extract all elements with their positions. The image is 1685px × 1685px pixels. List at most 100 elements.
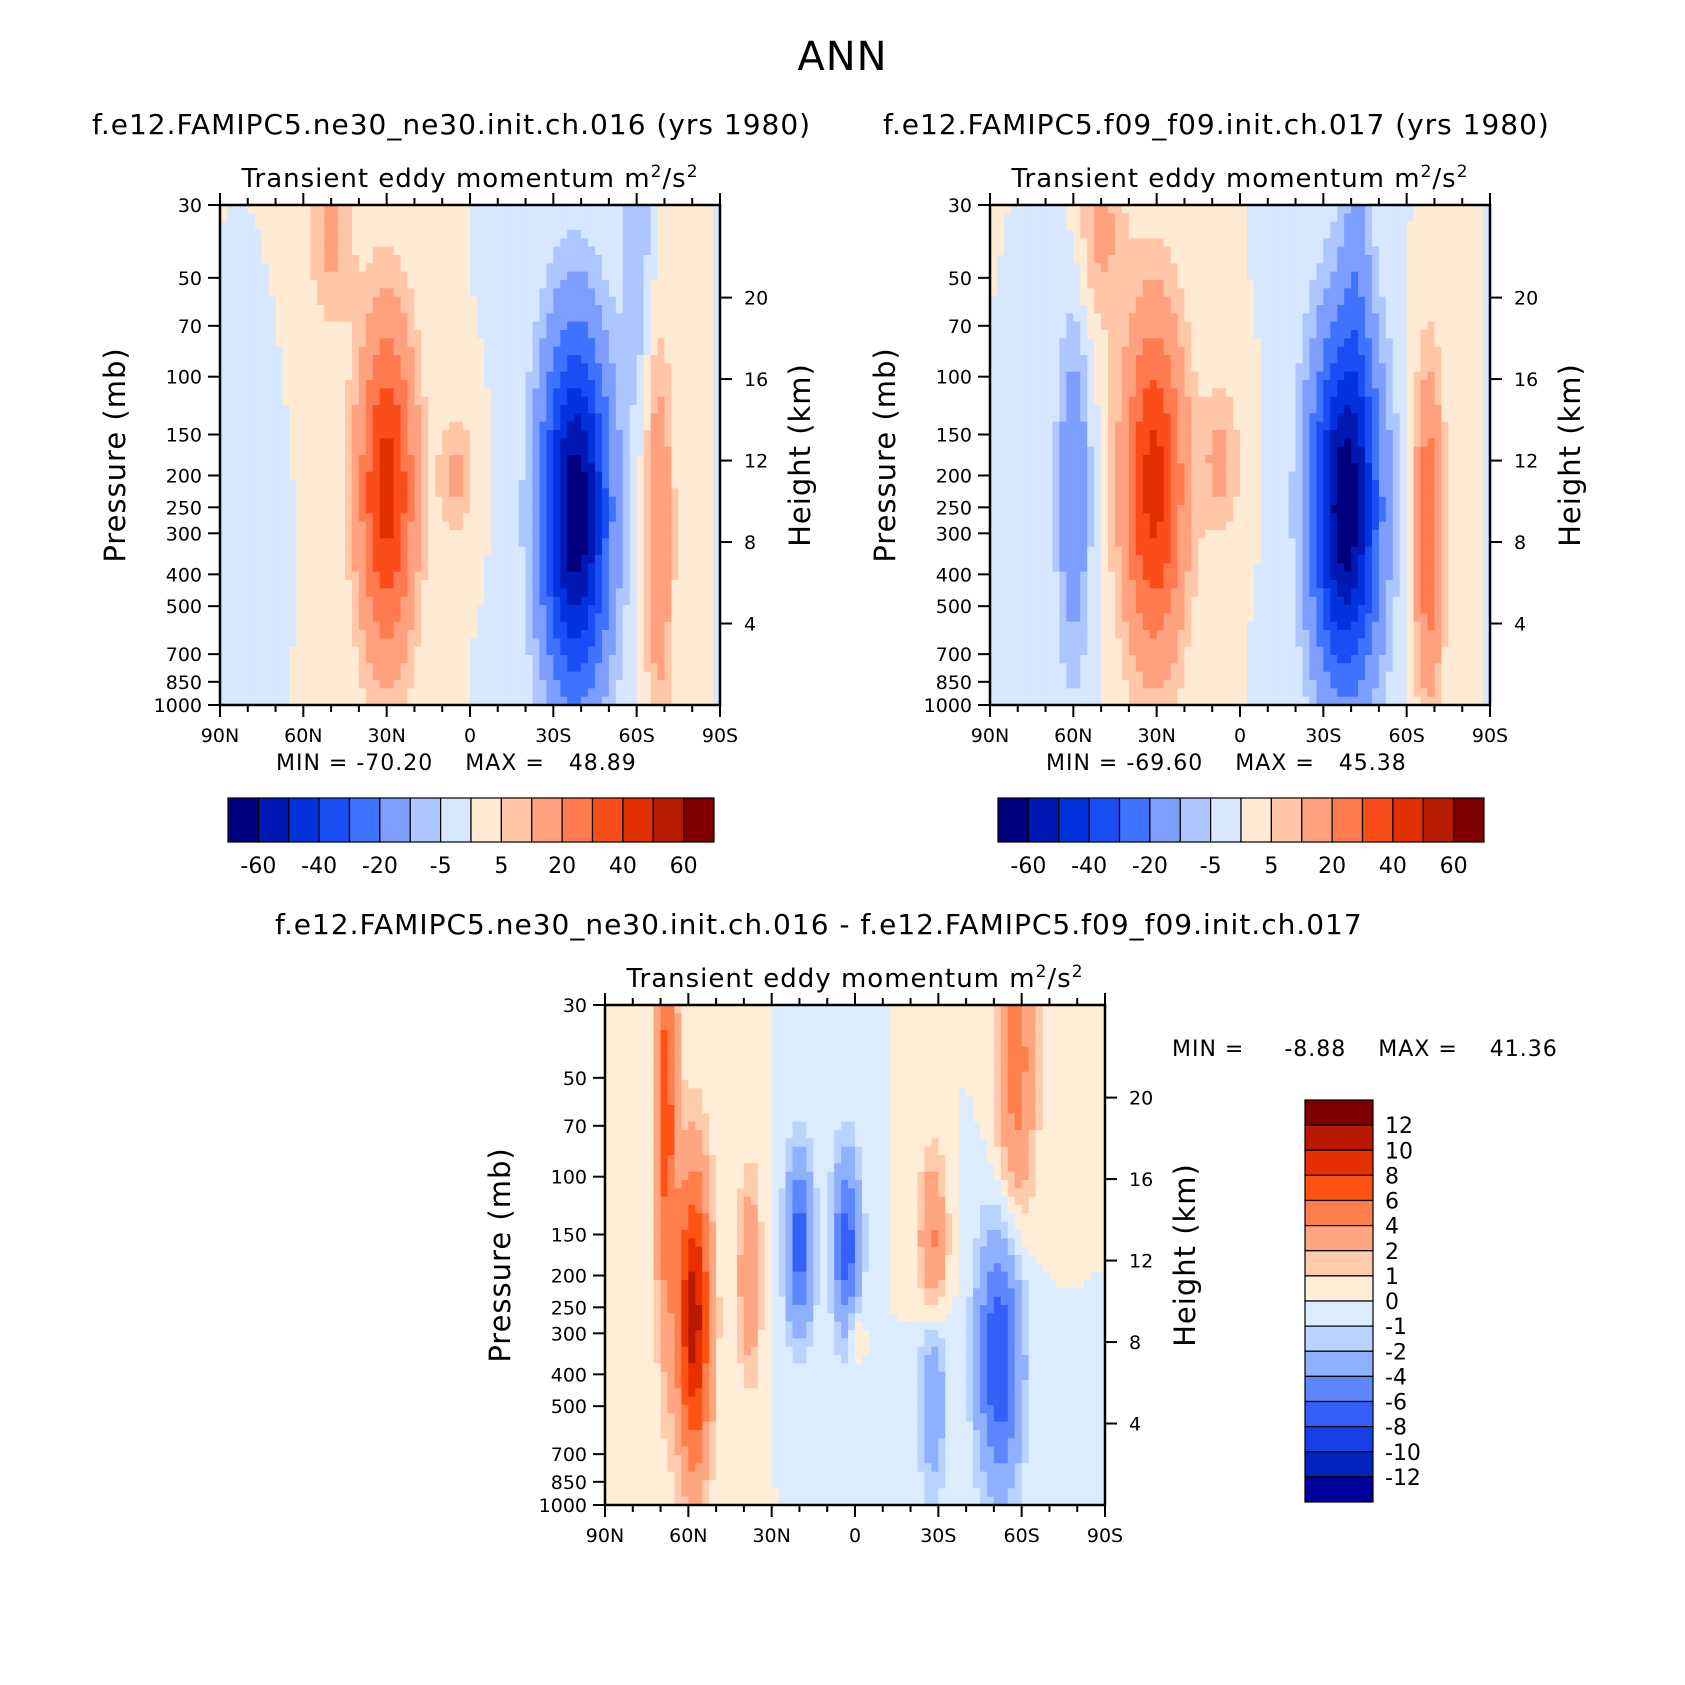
field-cell [1163, 255, 1172, 264]
field-cell [1010, 238, 1019, 248]
field-cell [338, 663, 346, 673]
field-cell [629, 596, 638, 606]
field-cell [546, 405, 554, 414]
field-cell [261, 280, 270, 289]
field-cell [240, 280, 249, 289]
field-cell [275, 355, 284, 364]
field-cell [588, 246, 596, 256]
field-cell [220, 563, 228, 573]
field-cell [1385, 230, 1394, 239]
field-cell [435, 446, 443, 456]
field-cell [622, 330, 631, 339]
field-cell [449, 513, 457, 523]
field-cell [233, 388, 242, 398]
field-cell [226, 588, 235, 598]
field-cell [1017, 246, 1026, 256]
field-cell [1233, 255, 1241, 264]
field-cell [553, 505, 561, 514]
field-cell [504, 530, 513, 539]
field-cell [261, 338, 270, 348]
field-cell [713, 496, 720, 506]
field-cell [220, 655, 228, 664]
field-cell [289, 596, 297, 606]
field-cell [428, 363, 436, 373]
field-cell [372, 671, 381, 681]
field-cell [1121, 246, 1130, 256]
field-cell [483, 688, 492, 698]
colorbar-box [409, 797, 442, 843]
field-cell [421, 346, 429, 356]
field-cell [331, 221, 339, 231]
field-cell [595, 263, 603, 273]
field-cell [303, 380, 311, 389]
field-cell [601, 696, 610, 705]
field-cell [1413, 255, 1422, 264]
field-cell [372, 646, 381, 656]
field-cell [331, 655, 339, 664]
field-cell [331, 555, 339, 564]
field-cell [289, 413, 297, 423]
field-cell [303, 488, 311, 498]
field-cell [421, 513, 429, 523]
field-cell [358, 405, 367, 414]
field-cell [650, 388, 659, 398]
field-cell [685, 388, 693, 398]
field-cell [296, 555, 304, 564]
field-cell [226, 680, 235, 689]
field-cell [476, 646, 485, 656]
field-cell [407, 288, 416, 298]
field-cell [338, 655, 346, 664]
field-cell [386, 538, 395, 548]
field-cell [1288, 230, 1297, 239]
field-cell [449, 646, 457, 656]
x-tick-label: 90S [702, 725, 738, 747]
field-cell [393, 663, 402, 673]
field-cell [678, 255, 686, 264]
field-cell [525, 213, 534, 223]
field-cell [1385, 238, 1394, 248]
field-cell [289, 621, 297, 631]
field-cell [1121, 221, 1130, 231]
field-cell [351, 696, 360, 705]
diff-max-value: 41.36 [1489, 1037, 1558, 1062]
field-cell [254, 496, 263, 506]
field-cell [310, 205, 318, 214]
field-cell [504, 538, 513, 548]
field-cell [261, 596, 270, 606]
field-cell [657, 455, 666, 464]
field-cell [518, 688, 527, 698]
field-cell [504, 505, 513, 514]
field-cell [636, 263, 645, 273]
field-cell [546, 538, 554, 548]
field-cell [539, 371, 547, 381]
field-cell [428, 246, 436, 256]
field-cell [615, 630, 624, 639]
field-cell [338, 630, 346, 639]
field-cell [608, 555, 617, 564]
field-cell [595, 538, 603, 548]
field-cell [560, 563, 568, 573]
field-cell [608, 463, 617, 473]
field-cell [226, 246, 235, 256]
field-cell [456, 696, 464, 705]
field-cell [1031, 213, 1040, 223]
field-cell [1128, 221, 1137, 231]
field-cell [1177, 221, 1186, 231]
field-cell [483, 513, 492, 523]
field-cell [268, 280, 277, 289]
field-cell [261, 655, 270, 664]
field-cell [289, 605, 297, 614]
field-cell [581, 530, 589, 539]
field-cell [643, 221, 652, 231]
field-cell [483, 571, 492, 581]
field-cell [414, 213, 422, 223]
field-cell [331, 355, 339, 364]
field-cell [567, 488, 575, 498]
field-cell [393, 255, 402, 264]
field-cell [546, 263, 554, 273]
field-cell [595, 546, 603, 556]
field-cell [324, 305, 332, 314]
field-cell [414, 430, 422, 439]
field-cell [574, 563, 582, 573]
field-cell [560, 405, 568, 414]
